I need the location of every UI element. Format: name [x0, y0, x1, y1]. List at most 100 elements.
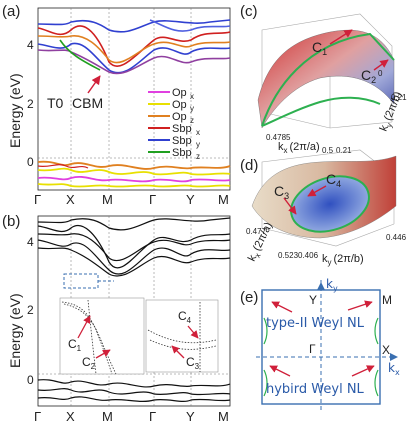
svg-text:x: x — [196, 128, 200, 137]
plot-frame-a — [37, 7, 231, 191]
xtick-a-m: M — [102, 192, 113, 207]
nodal-line-c2 — [261, 96, 381, 127]
ylabel-b: Energy (eV) — [7, 293, 23, 368]
arrow-type2-left — [271, 301, 293, 313]
xtick-b-m: M — [102, 409, 113, 424]
label-c1: C1 — [312, 39, 327, 57]
xtick-b-gamma1: Γ — [34, 409, 41, 424]
nodal-arcs-e — [263, 317, 379, 397]
tick-c-4785: 0.4785 — [266, 133, 291, 142]
legend-item-opy: Op y — [148, 99, 194, 113]
arrow-type2-right — [347, 300, 373, 311]
arrow-c2 — [373, 59, 389, 71]
tick-d-477: 0.477 — [246, 227, 267, 236]
label-c2: C2 — [361, 67, 376, 85]
kx-arrowhead — [390, 353, 398, 361]
xtick-a-m2: M — [218, 192, 229, 207]
arrow-hybrid-right — [351, 365, 375, 377]
arrow-c4 — [307, 185, 327, 197]
legend-item-sbpy: Sbp y — [148, 135, 200, 149]
kpoint-lines-a — [38, 8, 230, 190]
svg-text:y: y — [190, 104, 194, 113]
xtick-b-x: X — [66, 409, 75, 424]
inset-2: C4 C3 — [145, 299, 219, 373]
tick-d-406: 0.406 — [298, 251, 319, 260]
type2-weyl-label: type-II Weyl NL — [266, 316, 365, 331]
panel-c: (c) C1 C2 0.4785 0.5 0.21 0.21 0 kx (2π/a… — [240, 3, 407, 155]
zoom-box — [63, 273, 99, 289]
panel-d: (d) C4 C3 0.477 0.523 0.406 0.446 kx(2π/… — [240, 149, 407, 267]
xtick-a-gamma1: Γ — [34, 192, 41, 207]
tick-c-05: 0.5 — [322, 146, 334, 155]
label-c4: C4 — [326, 171, 341, 189]
svg-text:Op: Op — [172, 111, 187, 123]
ky-label-c: ky(2π/b) — [378, 90, 407, 134]
svg-text:Op: Op — [172, 87, 187, 99]
svg-text:Sbp: Sbp — [172, 147, 192, 159]
point-m: M — [382, 293, 392, 307]
legend-item-sbpz: Sbp z — [148, 147, 200, 161]
kx-label-c: kx (2π/a) — [278, 141, 320, 155]
ytick-b-4: 4 — [27, 235, 34, 249]
arrow-c3 — [283, 197, 297, 215]
panel-a: (a) 4 2 0 Energy (eV) Γ X M Γ Y M — [2, 3, 231, 207]
legend-item-sbpx: Sbp x — [148, 123, 200, 137]
ky-label-e: ky — [326, 277, 338, 293]
panel-label-d: (d) — [240, 157, 258, 174]
legend-item-opz: Op z — [148, 111, 194, 125]
ytick-a-2: 2 — [27, 97, 34, 111]
xtick-a-gamma2: Γ — [149, 192, 156, 207]
arrow-hybrid-left — [269, 365, 291, 377]
panel-label-e: (e) — [240, 289, 258, 306]
tick-c-021a: 0.21 — [336, 146, 352, 155]
point-x: X — [382, 343, 390, 357]
xtick-b-gamma2: Γ — [149, 409, 156, 424]
tick-c-0: 0 — [378, 69, 383, 78]
svg-text:z: z — [190, 116, 194, 125]
point-y: Y — [309, 293, 317, 307]
label-cbm: CBM — [72, 95, 103, 111]
ky-arrowhead — [317, 282, 325, 290]
label-t0: T0 — [47, 95, 64, 111]
xtick-a-x: X — [66, 192, 75, 207]
ylabel-a: Energy (eV) — [7, 73, 23, 148]
ytick-a-0: 0 — [27, 155, 34, 169]
xtick-b-m2: M — [218, 409, 229, 424]
svg-text:Sbp: Sbp — [172, 135, 192, 147]
ytick-b-0: 0 — [27, 373, 34, 387]
inset-1: C1 C2 — [59, 297, 145, 375]
legend-a: Op x Op y Op z Sbp x Sbp y — [148, 87, 200, 161]
valence-bands-a — [37, 160, 231, 188]
bands-b — [37, 217, 231, 403]
tick-d-523: 0.523 — [278, 251, 299, 260]
svg-text:Op: Op — [172, 99, 187, 111]
svg-text:y: y — [196, 140, 200, 149]
legend-item-opx: Op x — [148, 87, 194, 101]
inset-label-c2: C2 — [82, 355, 96, 371]
point-gamma: Γ — [309, 342, 316, 356]
svg-text:z: z — [196, 152, 200, 161]
kx-label-e: kx — [388, 361, 400, 377]
label-c3: C3 — [274, 183, 289, 201]
xtick-b-y: Y — [186, 409, 195, 424]
ky-label-d: ky (2π/b) — [322, 253, 364, 267]
hybrid-weyl-label: hybird Weyl NL — [266, 382, 365, 397]
xticks-a: Γ X M Γ Y M — [34, 192, 229, 207]
svg-text:Sbp: Sbp — [172, 123, 192, 135]
xticks-b: Γ X M Γ Y M — [34, 409, 229, 424]
xtick-a-y: Y — [186, 192, 195, 207]
panel-label-c: (c) — [240, 3, 258, 20]
plot-frame-b — [37, 215, 231, 407]
panel-b: (b) 4 2 0 Energy (eV) Γ X M Γ Y M — [2, 213, 231, 424]
ytick-a-4: 4 — [27, 38, 34, 52]
cbm-arrow — [87, 75, 101, 94]
inset-label-c3: C3 — [186, 355, 200, 371]
panel-label-b: (b) — [2, 213, 20, 230]
conduction-bands-a — [37, 19, 231, 75]
panel-label-a: (a) — [2, 3, 20, 20]
tick-c-021b: 0.21 — [391, 93, 407, 102]
panel-e: (e) ky kx Y M Γ X type-II Weyl NL hybird… — [240, 277, 400, 410]
svg-text:x: x — [190, 92, 194, 101]
ytick-b-2: 2 — [27, 303, 34, 317]
